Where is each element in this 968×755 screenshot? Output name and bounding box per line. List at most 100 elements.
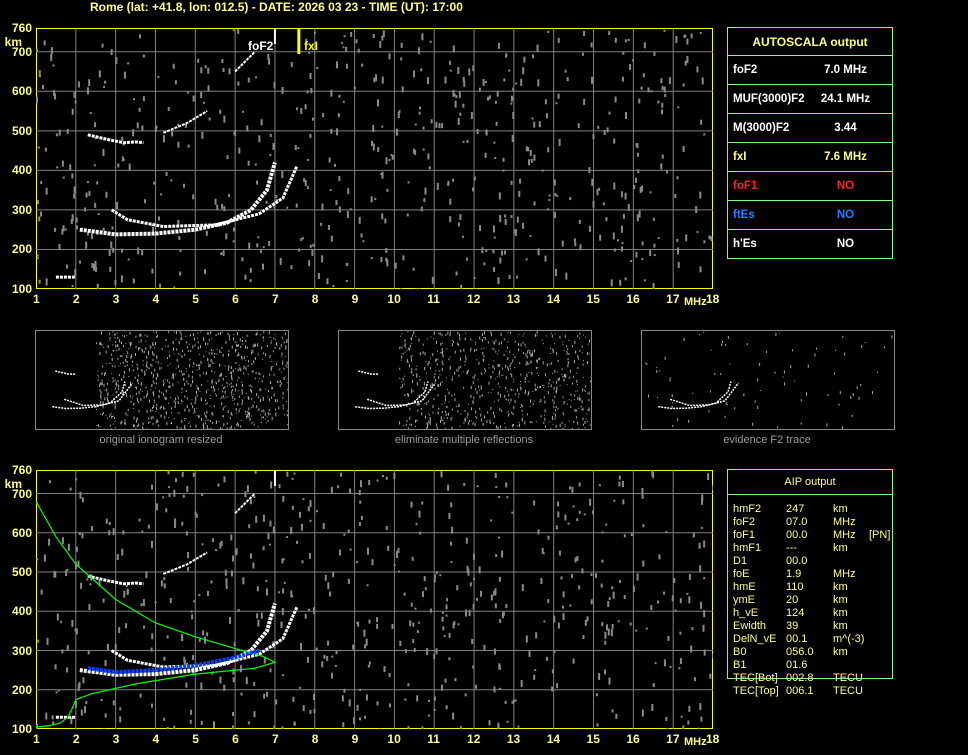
thumb-noise <box>233 403 235 405</box>
autoscala-value: 24.1 MHz <box>820 93 871 105</box>
thumb-noise <box>495 339 497 342</box>
autoscala-row: h'Es NO <box>728 229 892 258</box>
noise-dot <box>590 42 593 48</box>
noise-dot <box>248 242 251 249</box>
thumb-noise <box>581 400 583 404</box>
thumb-noise <box>115 341 117 344</box>
thumb-noise <box>470 385 472 389</box>
thumb-noise <box>422 343 424 346</box>
thumb-noise <box>98 342 100 345</box>
noise-dot <box>511 135 514 143</box>
thumb-noise <box>109 332 111 335</box>
thumb-noise <box>284 332 286 335</box>
noise-dot <box>478 566 481 574</box>
thumb-noise <box>153 404 155 408</box>
thumb-noise <box>436 423 438 427</box>
thumb-noise <box>850 396 852 400</box>
thumb-noise <box>236 355 238 357</box>
thumb-noise <box>490 392 492 394</box>
thumb-noise <box>562 397 564 399</box>
thumb-noise <box>207 362 209 364</box>
noise-dot <box>533 121 536 128</box>
thumb-noise <box>279 379 281 383</box>
noise-dot <box>548 198 551 201</box>
noise-dot <box>43 40 46 46</box>
thumb-noise <box>576 416 578 419</box>
noise-dot <box>345 63 348 69</box>
noise-dot <box>171 130 174 137</box>
thumb-noise <box>145 340 147 342</box>
thumb-noise <box>511 411 513 414</box>
thumb-noise <box>458 370 460 372</box>
thumb-noise <box>558 377 560 381</box>
thumb-noise <box>158 389 160 391</box>
noise-dot <box>676 238 679 242</box>
thumb-noise <box>275 339 277 341</box>
noise-dot <box>165 171 168 176</box>
noise-dot <box>256 243 259 248</box>
thumb-noise <box>555 409 557 412</box>
thumb-noise <box>494 341 496 345</box>
thumb-noise <box>191 375 193 379</box>
thumb-noise <box>552 417 554 421</box>
thumb-noise <box>559 425 561 427</box>
thumb-noise <box>137 417 139 419</box>
noise-dot <box>590 76 593 84</box>
thumb-noise <box>561 368 563 371</box>
thumb-noise <box>543 384 545 386</box>
noise-dot <box>490 519 493 522</box>
noise-dot <box>499 619 502 624</box>
thumb-noise <box>129 342 131 346</box>
thumb-noise <box>148 367 150 370</box>
thumb-noise <box>258 381 260 383</box>
thumb-noise <box>190 402 192 405</box>
noise-dot <box>347 188 350 195</box>
noise-dot <box>545 113 548 119</box>
noise-dot <box>102 148 105 156</box>
thumb-noise <box>550 427 552 429</box>
noise-dot <box>699 191 702 199</box>
noise-dot <box>121 248 124 253</box>
thumb-noise <box>428 420 430 424</box>
thumb-noise <box>488 364 490 366</box>
thumb-noise <box>212 421 214 424</box>
thumb-noise <box>239 338 241 342</box>
noise-dot <box>341 695 344 702</box>
thumb-noise <box>132 360 134 362</box>
thumb-noise <box>242 336 244 338</box>
thumb-noise <box>877 371 879 373</box>
noise-dot <box>309 500 312 508</box>
noise-dot <box>36 254 39 257</box>
noise-dot <box>353 716 356 724</box>
thumb-noise <box>277 382 279 384</box>
thumb-noise <box>446 417 448 420</box>
thumb-noise <box>225 376 227 378</box>
thumb-noise <box>150 346 152 348</box>
thumb-noise <box>221 402 223 406</box>
thumb-noise <box>173 353 175 355</box>
noise-dot <box>586 616 589 622</box>
thumb-noise <box>234 427 236 429</box>
thumb-noise <box>253 401 255 403</box>
thumb-noise <box>238 376 240 379</box>
noise-dot <box>195 513 198 518</box>
thumb-noise <box>507 399 509 402</box>
thumb-noise <box>536 331 538 335</box>
noise-dot <box>173 523 176 529</box>
thumb-noise <box>205 415 207 419</box>
thumb-noise <box>556 371 558 373</box>
noise-dot <box>429 40 432 43</box>
noise-dot <box>187 552 190 559</box>
thumb-noise <box>543 387 545 389</box>
thumb-noise <box>246 355 248 357</box>
thumb-noise <box>169 385 171 389</box>
noise-dot <box>142 54 145 58</box>
thumb-noise <box>206 425 208 429</box>
noise-dot <box>255 515 258 523</box>
thumb-noise <box>112 377 114 380</box>
thumb-noise <box>286 382 288 384</box>
noise-dot <box>442 626 445 631</box>
thumb-noise <box>408 361 410 363</box>
thumb-noise <box>151 384 153 387</box>
noise-dot <box>71 619 74 627</box>
